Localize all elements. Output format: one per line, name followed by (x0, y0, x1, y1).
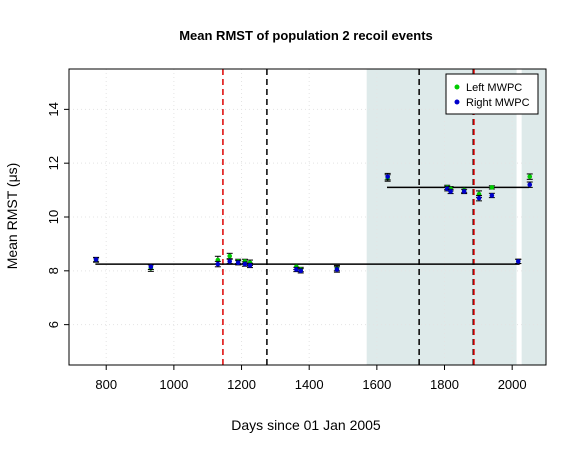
right-mwpc-point (215, 261, 221, 267)
left-mwpc-point (527, 174, 533, 179)
x-axis-label: Days since 01 Jan 2005 (231, 417, 381, 433)
plot-area: 800 1000 1200 1400 1600 1800 2000 6 8 10 12 14 Left … (46, 68, 547, 392)
right-mwpc-point (298, 268, 304, 274)
x-tick-label: 2000 (498, 377, 527, 392)
y-tick-label: 8 (46, 267, 61, 274)
right-mwpc-point (461, 189, 467, 194)
x-tick-label: 1200 (227, 377, 256, 392)
right-mwpc-point (527, 182, 533, 188)
y-tick-label: 14 (46, 102, 61, 116)
right-mwpc-point (148, 264, 154, 270)
right-mwpc-point (385, 174, 390, 179)
y-tick-label: 12 (46, 156, 61, 170)
right-mwpc-point (444, 186, 450, 192)
y-axis-label: Mean RMST (μs) (4, 163, 20, 270)
chart-title: Mean RMST of population 2 recoil events (179, 28, 433, 43)
left-mwpc-point (489, 185, 495, 190)
right-mwpc-point (294, 267, 299, 272)
x-tick-label: 1800 (430, 377, 459, 392)
x-tick-label: 1600 (362, 377, 391, 392)
x-tick-label: 800 (95, 377, 117, 392)
right-mwpc-point (242, 261, 248, 267)
right-mwpc-point (489, 193, 495, 198)
right-mwpc-point (235, 260, 241, 266)
y-tick-label: 10 (46, 210, 61, 224)
legend-label-right-mwpc: Right MWPC (466, 97, 530, 109)
right-mwpc-point (247, 263, 253, 268)
right-mwpc-point (227, 259, 232, 264)
legend-marker-left-mwpc (454, 84, 460, 90)
x-tick-label: 1000 (159, 377, 188, 392)
right-mwpc-point (476, 195, 482, 201)
right-mwpc-point (334, 267, 340, 272)
x-tick-label: 1400 (295, 377, 324, 392)
y-tick-label: 6 (46, 321, 61, 328)
right-mwpc-point (448, 189, 453, 194)
right-mwpc-point (515, 259, 521, 264)
left-mwpc-point (227, 253, 232, 259)
legend-label-left-mwpc: Left MWPC (466, 82, 522, 94)
legend-box (445, 73, 539, 115)
legend-marker-right-mwpc (454, 99, 460, 105)
right-mwpc-point (93, 257, 99, 262)
